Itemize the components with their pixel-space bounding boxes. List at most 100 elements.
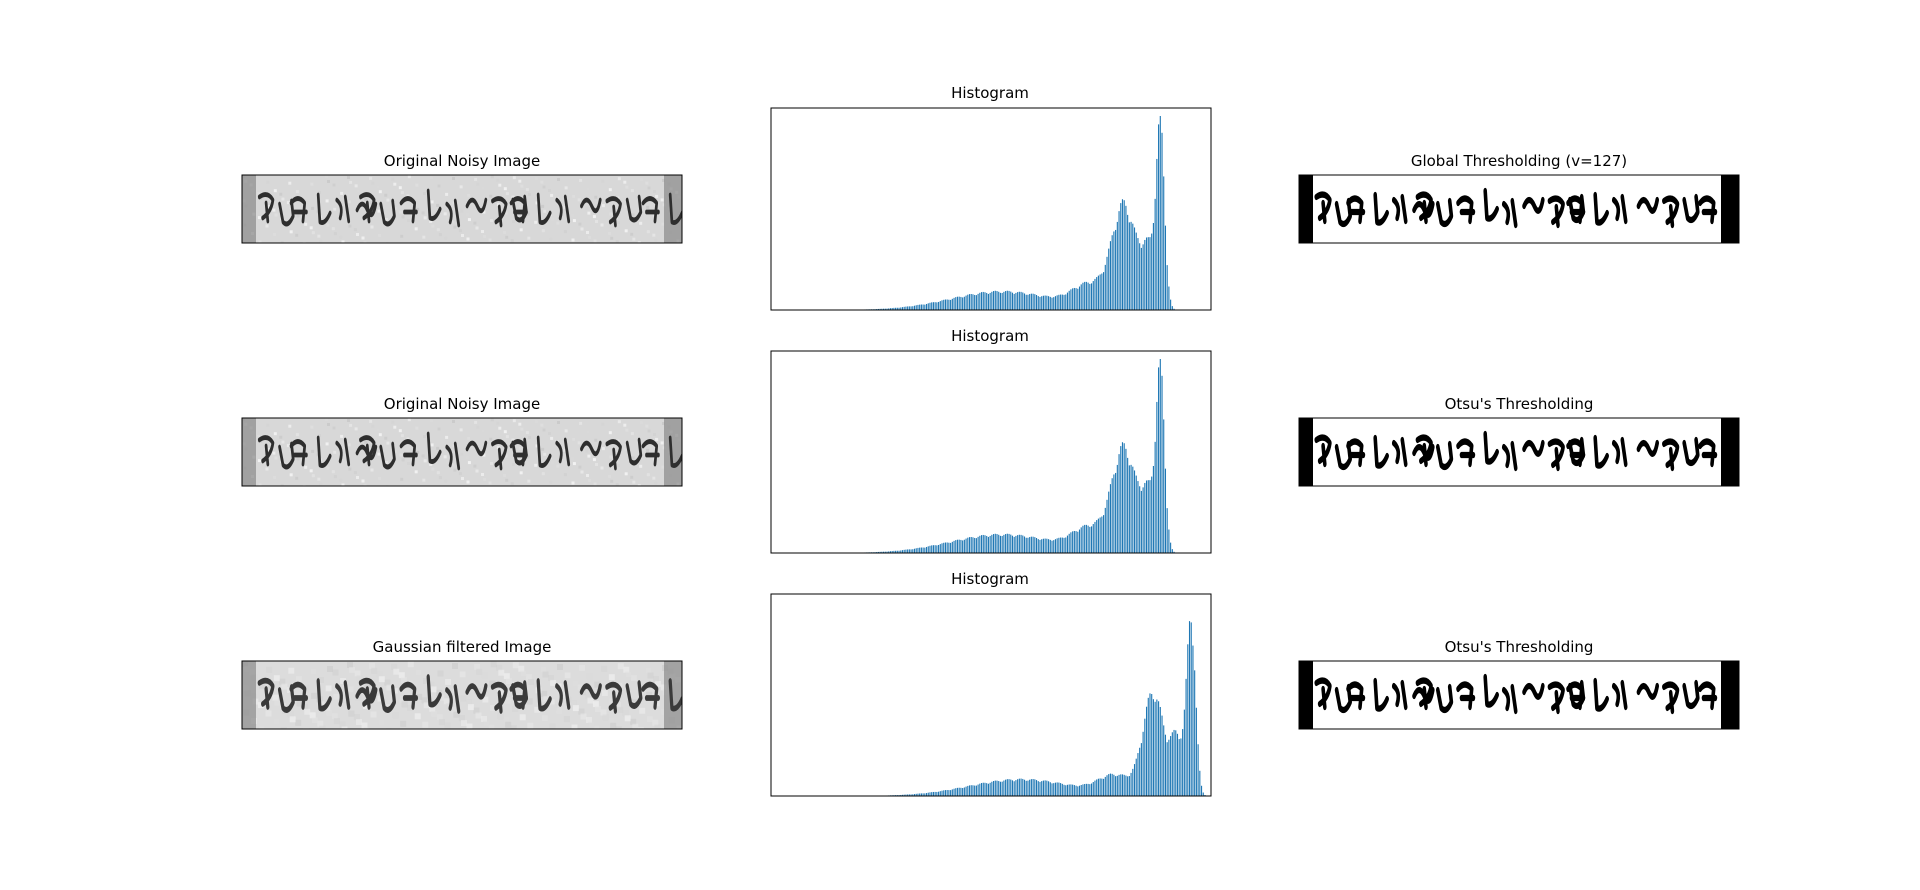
- histogram-bar: [1027, 294, 1029, 310]
- image-noise: [497, 713, 504, 720]
- script-stroke: [1698, 438, 1718, 468]
- histogram-bar: [927, 546, 929, 553]
- image-noise: [601, 447, 605, 451]
- histogram-bar: [1087, 525, 1089, 553]
- image-noise: [318, 701, 325, 708]
- histogram-bar: [1027, 537, 1029, 553]
- image-noise: [319, 482, 323, 486]
- histogram-bar: [1039, 781, 1041, 796]
- histogram-bar: [905, 549, 907, 553]
- image-noise: [585, 449, 589, 453]
- image-noise: [586, 430, 590, 434]
- histogram-bar: [1084, 524, 1086, 553]
- histogram-bar: [1082, 282, 1084, 310]
- image-noise: [309, 712, 316, 719]
- histogram-bar: [1108, 491, 1110, 553]
- image-noise: [325, 685, 332, 692]
- image-noise: [645, 424, 649, 428]
- image-noise: [436, 714, 443, 721]
- image-noise: [645, 667, 652, 674]
- histogram-bar: [1051, 783, 1053, 796]
- image-noise: [660, 684, 667, 691]
- histogram-bar: [1075, 288, 1077, 310]
- image-noise: [272, 694, 279, 701]
- image-right-edge: [1721, 661, 1739, 729]
- histogram-bar: [963, 539, 965, 553]
- script-stroke: [668, 192, 682, 225]
- image-noise: [571, 724, 578, 729]
- image-noise: [481, 429, 485, 433]
- image-noise: [542, 185, 546, 189]
- image-noise: [489, 680, 496, 687]
- image-noise: [489, 194, 493, 198]
- histogram-bar: [1154, 441, 1156, 553]
- image-noise: [535, 201, 539, 205]
- image-noise: [481, 716, 487, 722]
- histogram-bar: [1096, 779, 1098, 796]
- histogram-bar: [1017, 292, 1019, 310]
- histogram-bar: [915, 793, 917, 796]
- script-stroke: [491, 196, 508, 228]
- image-noise: [309, 469, 313, 473]
- image-noise: [510, 725, 517, 729]
- image-noise: [503, 473, 507, 477]
- image-noise: [572, 680, 579, 687]
- histogram-bar: [1003, 291, 1005, 310]
- histogram-bar: [1020, 291, 1022, 310]
- image-noise: [498, 669, 505, 676]
- histogram-bar: [951, 298, 953, 310]
- image-noise: [625, 671, 632, 678]
- histogram-bar: [900, 794, 902, 796]
- script-stroke: [1373, 677, 1389, 712]
- image-noise: [601, 690, 608, 697]
- histogram-bar: [1121, 774, 1124, 796]
- histogram-bar: [1139, 486, 1141, 553]
- histogram-bar: [950, 542, 952, 553]
- histogram-bar: [1161, 375, 1163, 553]
- histogram-bar: [1035, 295, 1038, 310]
- script-stroke: [1636, 682, 1659, 700]
- script-stroke: [1483, 673, 1499, 708]
- image-frame: [241, 417, 683, 487]
- script-stroke: [1314, 677, 1332, 711]
- histogram-bar: [1060, 537, 1062, 553]
- script-stroke: [536, 435, 552, 468]
- image-noise: [482, 696, 489, 703]
- image-left-edge: [1299, 418, 1313, 486]
- histogram-bar: [1042, 295, 1044, 310]
- image-noise: [437, 184, 441, 188]
- image-noise: [288, 181, 292, 185]
- image-noise: [488, 724, 495, 729]
- histogram-bar: [1182, 729, 1184, 796]
- histogram-bar: [948, 790, 950, 796]
- image-noise: [319, 239, 323, 243]
- image-noise: [431, 467, 435, 471]
- image-noise: [483, 477, 487, 481]
- image-noise: [353, 471, 357, 475]
- image-noise: [414, 713, 421, 720]
- image-noise: [473, 464, 477, 468]
- histogram-bar: [1066, 535, 1069, 553]
- image-noise: [332, 669, 339, 676]
- image-noise: [303, 198, 307, 202]
- histogram-bar: [984, 292, 986, 310]
- image-noise: [265, 467, 269, 471]
- image-noise: [287, 468, 291, 472]
- histogram-bar: [1011, 292, 1014, 310]
- histogram-bar: [901, 307, 904, 310]
- script-stroke: [335, 680, 351, 710]
- panel-title: Original Noisy Image: [384, 152, 540, 170]
- histogram-bar: [879, 551, 881, 553]
- histogram-bar: [1070, 532, 1072, 553]
- histogram-bar: [974, 785, 976, 796]
- image-noise: [593, 725, 600, 729]
- image-noise: [586, 187, 590, 191]
- histogram-bar: [948, 542, 950, 553]
- image-noise: [378, 676, 385, 683]
- script-stroke: [1346, 195, 1366, 225]
- histogram-bar: [1111, 773, 1113, 796]
- histogram-bar: [1190, 622, 1192, 796]
- image-noise: [407, 661, 414, 668]
- histogram-bar: [932, 545, 934, 553]
- script-stroke: [509, 196, 528, 224]
